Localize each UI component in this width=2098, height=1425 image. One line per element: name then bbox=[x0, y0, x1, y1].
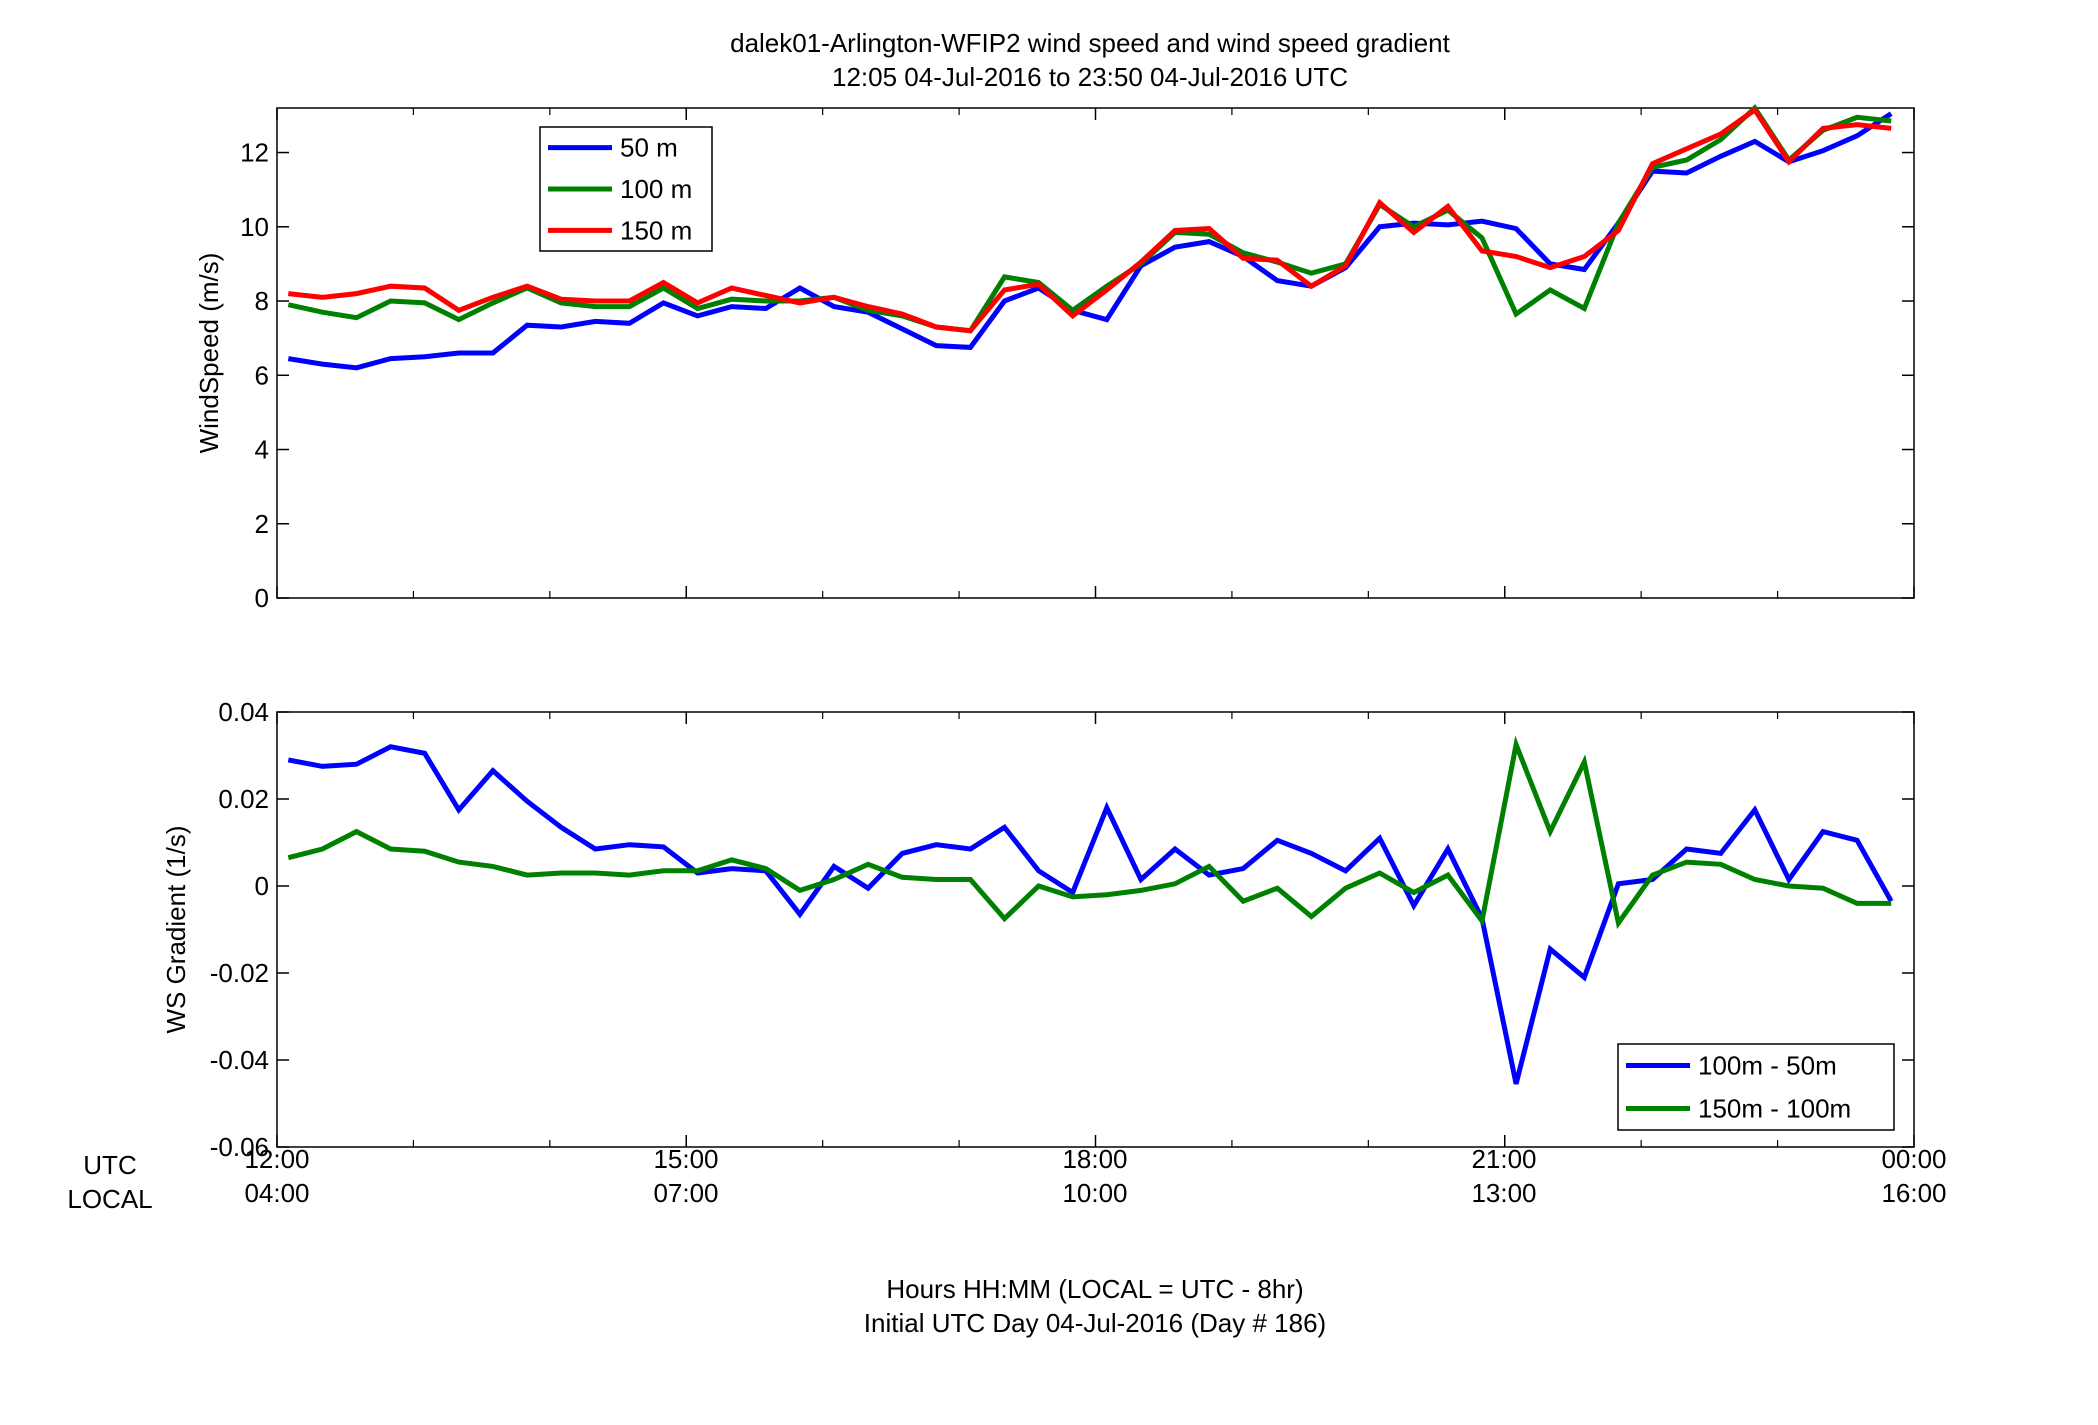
y-axis-label: WindSpeed (m/s) bbox=[194, 253, 224, 454]
series-line bbox=[288, 106, 1892, 334]
series-line bbox=[287, 735, 1892, 930]
legend: 100m - 50m 150m - 100m bbox=[1617, 1043, 1895, 1131]
x-tick-local-label: 16:00 bbox=[1881, 1178, 1946, 1208]
x-tick-local-label: 10:00 bbox=[1062, 1178, 1127, 1208]
local-row-label: LOCAL bbox=[67, 1184, 152, 1214]
legend-label: 150 m bbox=[620, 215, 692, 245]
legend-box bbox=[1617, 1043, 1895, 1131]
chart-title: dalek01-Arlington-WFIP2 wind speed and w… bbox=[730, 28, 1451, 58]
y-axis-label: WS Gradient (1/s) bbox=[161, 825, 191, 1033]
x-tick-utc-label: 15:00 bbox=[653, 1144, 718, 1174]
x-tick-utc-label: 18:00 bbox=[1062, 1144, 1127, 1174]
legend-label: 100m - 50m bbox=[1698, 1051, 1837, 1081]
windspeed-panel: 0 2 4 6 8 10 12 WindSpeed (m/s) 50 m 100 m 150 m bbox=[194, 104, 1915, 613]
y-tick-label: 12 bbox=[240, 138, 269, 168]
x-tick-local-label: 04:00 bbox=[244, 1178, 309, 1208]
x-tick-utc-label: 00:00 bbox=[1881, 1144, 1946, 1174]
y-tick-label: 0 bbox=[255, 871, 269, 901]
y-tick-label: -0.04 bbox=[210, 1045, 269, 1075]
series-line bbox=[287, 744, 1894, 1085]
y-tick-label: 8 bbox=[255, 286, 269, 316]
y-tick-label: 6 bbox=[255, 360, 269, 390]
y-tick-label: 0.04 bbox=[218, 697, 269, 727]
series-line bbox=[287, 104, 1892, 334]
x-axis-label: Hours HH:MM (LOCAL = UTC - 8hr) bbox=[886, 1274, 1303, 1304]
utc-row-label: UTC bbox=[83, 1150, 136, 1180]
x-tick-local-label: 13:00 bbox=[1471, 1178, 1536, 1208]
x-tick-local-label: 07:00 bbox=[653, 1178, 718, 1208]
x-tick-labels: UTC LOCAL 12:00 15:00 18:00 21:00 00:00 … bbox=[67, 1144, 1946, 1214]
y-tick-label: 4 bbox=[255, 435, 269, 465]
legend-label: 100 m bbox=[620, 174, 692, 204]
legend-label: 150m - 100m bbox=[1698, 1094, 1851, 1124]
y-tick-label: 2 bbox=[255, 509, 269, 539]
y-tick-label: 0 bbox=[255, 583, 269, 613]
chart-subtitle: 12:05 04-Jul-2016 to 23:50 04-Jul-2016 U… bbox=[832, 62, 1348, 92]
y-tick-label: -0.02 bbox=[210, 958, 269, 988]
x-tick-utc-label: 12:00 bbox=[244, 1144, 309, 1174]
x-axis-label-2: Initial UTC Day 04-Jul-2016 (Day # 186) bbox=[864, 1308, 1326, 1338]
gradient-panel: -0.06 -0.04 -0.02 0 0.02 0.04 WS Gradient (1/s… bbox=[161, 697, 1915, 1162]
legend-label: 50 m bbox=[620, 133, 678, 163]
y-tick-label: 0.02 bbox=[218, 784, 269, 814]
y-tick-label: 10 bbox=[240, 212, 269, 242]
x-tick-utc-label: 21:00 bbox=[1471, 1144, 1536, 1174]
legend: 50 m 100 m 150 m bbox=[539, 126, 713, 252]
y-tick-label: -0.06 bbox=[210, 1132, 269, 1162]
